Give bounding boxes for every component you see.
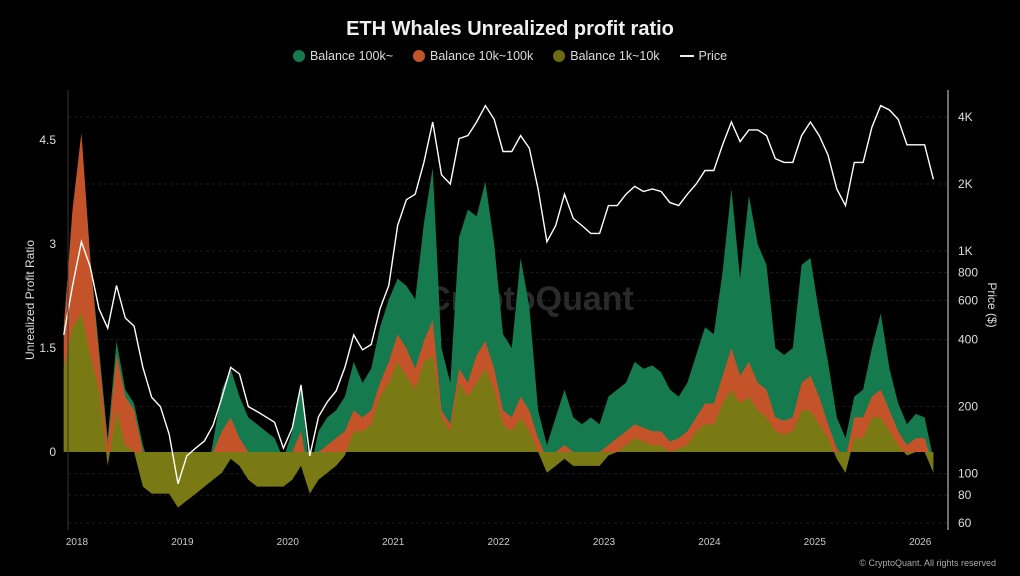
y2-tick-label: 60 xyxy=(958,516,972,530)
x-tick-label: 2019 xyxy=(171,537,194,548)
legend-label: Price xyxy=(698,49,728,63)
y2-tick-label: 2K xyxy=(958,177,973,191)
legend-label: Balance 100k~ xyxy=(309,49,394,63)
x-tick-label: 2024 xyxy=(698,537,721,548)
x-tick-label: 2018 xyxy=(66,537,89,548)
y2-tick-label: 400 xyxy=(958,333,978,347)
y2-tick-label: 1K xyxy=(958,244,973,258)
x-tick-label: 2026 xyxy=(909,537,932,548)
price-line xyxy=(63,104,935,485)
y2-axis-label: Price ($) xyxy=(985,282,999,327)
x-tick-label: 2020 xyxy=(277,537,300,548)
chart-title: ETH Whales Unrealized profit ratio xyxy=(346,18,674,40)
legend-label: Balance 1k~10k xyxy=(570,49,660,63)
copyright-footer: © CryptoQuant. All rights reserved xyxy=(859,558,996,568)
legend-swatch xyxy=(292,50,305,62)
y-axis-label: Unrealized Profit Ratio xyxy=(23,240,37,360)
x-tick-label: 2021 xyxy=(382,537,405,548)
y2-tick-label: 4K xyxy=(958,110,973,124)
legend-item-1k-10k[interactable]: Balance 1k~10k xyxy=(553,49,660,63)
legend-item-100k[interactable]: Balance 100k~ xyxy=(292,49,394,63)
legend-swatch xyxy=(679,55,694,57)
y2-tick-label: 800 xyxy=(958,266,978,280)
y-tick-label: 4.5 xyxy=(39,133,56,147)
x-tick-label: 2022 xyxy=(487,537,510,548)
y2-tick-label: 80 xyxy=(958,488,972,502)
legend-label: Balance 10k~100k xyxy=(430,49,534,63)
legend-swatch xyxy=(413,50,426,62)
x-tick-label: 2025 xyxy=(804,537,827,548)
y2-tick-label: 600 xyxy=(958,293,978,307)
y-tick-label: 0 xyxy=(49,445,56,459)
y2-tick-label: 100 xyxy=(958,467,978,481)
area-series-10k-100k xyxy=(63,133,934,508)
legend-item-price[interactable]: Price xyxy=(679,49,728,63)
y-tick-label: 3 xyxy=(49,237,56,251)
y2-tick-label: 200 xyxy=(958,400,978,414)
legend-swatch xyxy=(553,50,566,62)
legend-item-10k-100k[interactable]: Balance 10k~100k xyxy=(413,49,533,63)
x-tick-label: 2023 xyxy=(593,537,616,548)
y-tick-label: 1.5 xyxy=(39,341,56,355)
area-series-1k-10k xyxy=(63,313,934,508)
legend: Balance 100k~ Balance 10k~100k Balance 1… xyxy=(0,49,1020,63)
